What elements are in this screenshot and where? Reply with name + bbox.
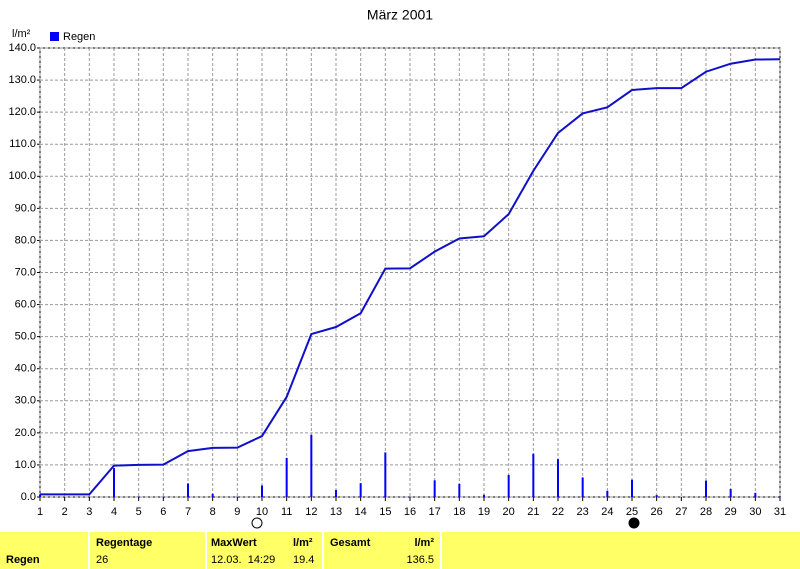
x-tick-label: 24: [601, 506, 613, 518]
y-tick-label: 10.0: [15, 459, 36, 471]
bar: [458, 483, 461, 497]
x-tick-label: 30: [749, 506, 761, 518]
y-tick-label: 50.0: [15, 331, 36, 343]
x-tick-label: 10: [256, 506, 268, 518]
bar: [557, 459, 559, 497]
row-label: Regen: [6, 554, 40, 566]
bar: [137, 496, 140, 497]
unit: l/m²: [293, 537, 313, 549]
bar: [754, 492, 757, 497]
cell: Gesamt l/m² 136.5: [324, 532, 440, 569]
header: Gesamt: [330, 537, 371, 549]
x-tick-label: 5: [136, 506, 142, 518]
x-tick-label: 26: [651, 506, 663, 518]
x-tick-label: 6: [160, 506, 166, 518]
legend-swatch: [50, 32, 59, 41]
bar: [655, 495, 658, 497]
x-tick-label: 12: [305, 506, 317, 518]
chart: März 2001 l/m² 0.0 10.0 20.0 30.0 40.0 50.0 60…: [8, 7, 786, 529]
unit: l/m²: [414, 537, 434, 549]
x-tick-label: 15: [379, 506, 391, 518]
x-tick-label: 7: [185, 506, 191, 518]
bar: [211, 493, 214, 497]
bar: [335, 489, 337, 497]
bar: [705, 480, 707, 497]
cell: [442, 532, 800, 569]
x-tick-label: 3: [86, 506, 92, 518]
x-tick-label: 17: [429, 506, 441, 518]
bar: [507, 474, 510, 497]
chart-title: März 2001: [367, 7, 433, 23]
x-tick-label: 31: [774, 506, 786, 518]
y-tick-label: 40.0: [15, 363, 36, 375]
cumulative-line: [40, 58, 781, 496]
bar: [483, 494, 485, 497]
bar: [581, 477, 584, 497]
x-tick-label: 25: [626, 506, 638, 518]
x-tick-label: 20: [503, 506, 515, 518]
x-tick-label: 16: [404, 506, 416, 518]
y-tick-label: 110.0: [9, 138, 36, 150]
x-tick-label: 18: [453, 506, 465, 518]
y-tick-label: 0.0: [21, 491, 36, 503]
x-tick-label: 2: [62, 506, 68, 518]
y-tick-label: 140.0: [8, 42, 36, 54]
x-tick-label: 8: [210, 506, 216, 518]
y-tick-label: 120.0: [8, 106, 36, 118]
bar: [606, 490, 609, 497]
y-tick-label: 100.0: [8, 170, 36, 182]
x-tick-label: 21: [527, 506, 539, 518]
x-tick-label: 1: [37, 506, 43, 518]
bar: [384, 452, 387, 497]
y-tick-label: 90.0: [15, 202, 36, 214]
y-axis-label: l/m²: [12, 28, 31, 40]
x-tick-label: 13: [330, 506, 342, 518]
x-tick-label: 28: [700, 506, 712, 518]
bar: [39, 494, 41, 497]
legend-label: Regen: [63, 31, 95, 43]
x-tick-label: 22: [552, 506, 564, 518]
value: 19.4: [293, 554, 315, 566]
full-moon-icon: [251, 517, 263, 529]
cell: MaxWert l/m² 12.03. 14:29 19.4: [207, 532, 322, 569]
x-tick-label: 14: [355, 506, 367, 518]
y-tick-label: 20.0: [15, 427, 36, 439]
bar: [261, 485, 263, 497]
cell: Regentage 26: [90, 532, 205, 569]
header: Regentage: [96, 537, 153, 549]
x-tick-label: 29: [725, 506, 737, 518]
bar: [187, 483, 189, 497]
y-tick-label: 80.0: [15, 234, 36, 246]
bar: [433, 480, 436, 497]
bar: [113, 468, 115, 497]
bar: [729, 488, 732, 497]
value: 136.5: [406, 554, 434, 566]
value: 26: [96, 554, 109, 566]
y-tick-label: 130.0: [8, 74, 36, 86]
bar: [359, 483, 362, 497]
bar: [310, 434, 313, 497]
bar: [285, 457, 288, 497]
y-tick-label: 60.0: [15, 298, 36, 310]
bar: [532, 453, 535, 497]
y-tick-label: 30.0: [15, 395, 36, 407]
header: MaxWert: [211, 537, 257, 549]
x-tick-label: 4: [111, 506, 117, 518]
x-tick-label: 27: [675, 506, 687, 518]
x-tick-label: 19: [478, 506, 490, 518]
bar: [631, 479, 633, 497]
summary-table: Regen Regentage 26 MaxWert l/m² 12.03. 14:2…: [0, 532, 800, 569]
x-tick-label: 9: [234, 506, 240, 518]
y-tick-label: 70.0: [15, 266, 36, 278]
x-tick-label: 11: [281, 506, 292, 518]
new-moon-icon: [628, 517, 640, 529]
x-tick-label: 23: [577, 506, 589, 518]
value: 12.03. 14:29: [211, 554, 276, 566]
cell: Regen: [0, 532, 88, 569]
